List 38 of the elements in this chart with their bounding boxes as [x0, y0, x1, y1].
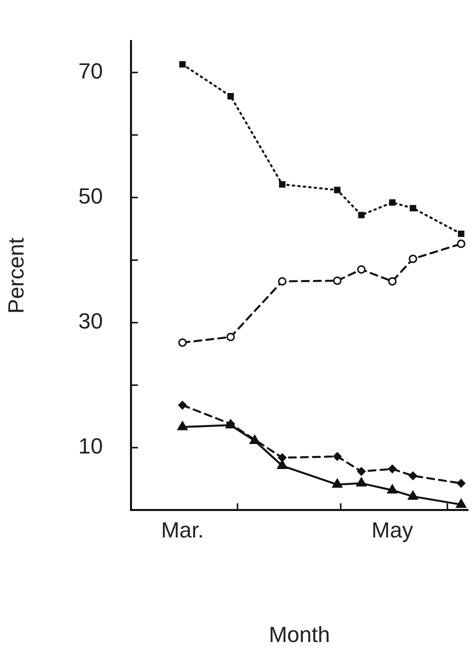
point — [458, 230, 464, 238]
point — [226, 332, 235, 342]
point — [277, 460, 288, 470]
point — [334, 186, 340, 194]
point — [410, 204, 416, 212]
point — [358, 212, 365, 218]
point — [179, 61, 186, 68]
point — [356, 478, 366, 487]
point — [456, 240, 466, 248]
point — [357, 265, 366, 274]
point — [177, 421, 188, 430]
point — [408, 472, 418, 480]
y-tick-label: 70 — [78, 58, 103, 84]
point — [178, 338, 187, 347]
point — [278, 277, 286, 286]
point — [389, 199, 396, 206]
point — [333, 276, 342, 285]
point — [333, 452, 342, 461]
point — [456, 498, 466, 508]
point — [278, 453, 286, 462]
point — [227, 93, 234, 100]
point — [456, 479, 466, 488]
x-tick-label: Mar. — [161, 517, 204, 542]
x-axis-title: Month — [268, 622, 330, 647]
point — [387, 484, 398, 494]
point — [408, 254, 418, 264]
point — [357, 467, 366, 476]
point — [178, 400, 187, 410]
point — [388, 277, 397, 286]
point — [388, 464, 397, 474]
point — [279, 181, 286, 188]
y-tick-label: 30 — [78, 308, 103, 334]
x-tick-label: May — [372, 517, 414, 542]
point — [408, 490, 418, 500]
point — [332, 478, 342, 488]
y-axis-title: Percent — [3, 238, 28, 314]
y-tick-label: 50 — [78, 184, 103, 209]
y-tick-label: 10 — [78, 434, 103, 459]
